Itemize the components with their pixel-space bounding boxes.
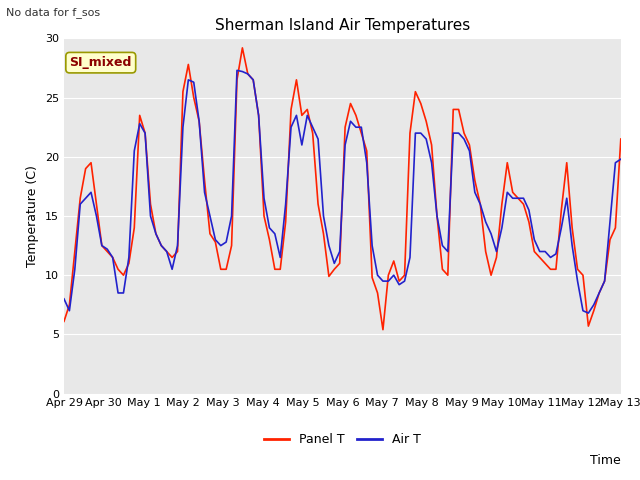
Air T — [233, 68, 241, 73]
Air T — [606, 219, 614, 225]
Panel T — [606, 237, 614, 242]
Line: Air T: Air T — [64, 71, 621, 313]
Title: Sherman Island Air Temperatures: Sherman Island Air Temperatures — [215, 18, 470, 33]
Air T — [76, 201, 84, 207]
Air T — [60, 296, 68, 302]
Panel T — [379, 327, 387, 333]
Line: Panel T: Panel T — [64, 48, 621, 330]
Y-axis label: Temperature (C): Temperature (C) — [26, 165, 40, 267]
Panel T — [76, 195, 84, 201]
Air T — [617, 156, 625, 162]
Panel T — [222, 266, 230, 272]
Legend: Panel T, Air T: Panel T, Air T — [259, 428, 426, 451]
Panel T — [201, 178, 209, 183]
Text: No data for f_sos: No data for f_sos — [6, 7, 100, 18]
Text: Time: Time — [590, 454, 621, 467]
Air T — [341, 142, 349, 148]
Air T — [573, 278, 581, 284]
Air T — [584, 310, 592, 316]
Air T — [201, 190, 209, 195]
Panel T — [579, 272, 587, 278]
Panel T — [341, 124, 349, 130]
Text: SI_mixed: SI_mixed — [70, 56, 132, 69]
Panel T — [617, 136, 625, 142]
Panel T — [239, 45, 246, 51]
Panel T — [60, 319, 68, 324]
Air T — [222, 239, 230, 245]
